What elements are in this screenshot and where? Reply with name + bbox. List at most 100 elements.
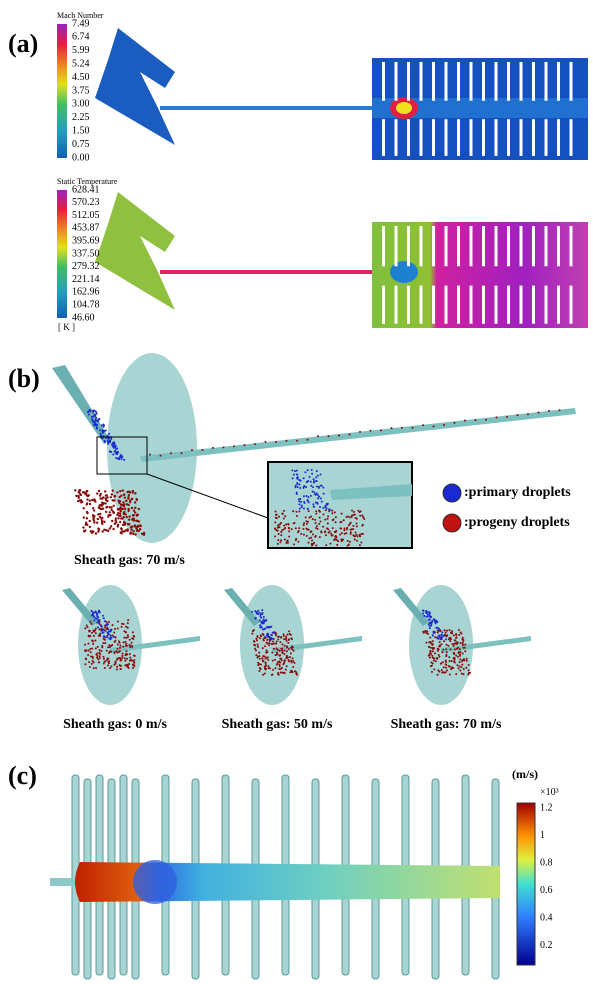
droplet (302, 527, 305, 530)
droplet (87, 634, 90, 637)
droplet (313, 541, 316, 544)
droplet (104, 626, 107, 629)
droplet (305, 534, 308, 537)
droplet (318, 510, 321, 513)
droplet (98, 649, 101, 652)
droplet (256, 645, 259, 648)
droplet (275, 642, 278, 645)
droplet (277, 635, 280, 638)
droplet (261, 659, 264, 662)
droplet (465, 659, 468, 662)
droplet (328, 510, 331, 513)
droplet (315, 470, 318, 473)
droplet (290, 661, 293, 664)
droplet (453, 660, 456, 663)
droplet (265, 649, 268, 652)
droplet (101, 631, 104, 634)
droplet (116, 513, 119, 517)
slot (544, 226, 548, 267)
droplet (438, 641, 441, 644)
droplet (90, 655, 93, 658)
droplet (445, 651, 448, 654)
colorbar-label: 5.99 (72, 45, 90, 56)
droplet (274, 667, 277, 670)
nozzle (62, 588, 98, 626)
droplet (327, 531, 330, 534)
droplet (448, 673, 451, 676)
droplet (259, 663, 262, 666)
droplet (299, 479, 302, 482)
droplet (259, 626, 262, 629)
jet (372, 98, 588, 118)
droplet (431, 662, 434, 665)
droplet (129, 645, 132, 648)
droplet (94, 627, 97, 630)
droplet (436, 647, 439, 650)
colorbar-label: 0.6 (540, 885, 553, 896)
plume (75, 862, 500, 902)
droplet (84, 663, 87, 666)
droplet (270, 638, 273, 641)
droplet (121, 652, 124, 655)
droplet (119, 664, 122, 667)
droplet (278, 649, 281, 652)
droplet (506, 415, 508, 418)
droplet (96, 517, 100, 521)
droplet (135, 525, 139, 529)
slot (494, 285, 498, 324)
droplet (106, 636, 109, 639)
droplet (298, 527, 301, 530)
droplet (457, 667, 460, 670)
droplet (96, 656, 99, 659)
droplet (127, 666, 130, 669)
droplet (282, 517, 285, 520)
colorbar-label: 0.8 (540, 857, 553, 868)
droplet (441, 671, 444, 674)
droplet (314, 522, 317, 525)
droplet (114, 636, 117, 639)
droplet (102, 655, 105, 658)
droplet (95, 410, 98, 413)
droplet (369, 429, 372, 432)
droplet (258, 657, 261, 660)
colorbar-label: 46.60 (72, 312, 95, 323)
droplet (324, 530, 327, 533)
droplet (117, 640, 120, 643)
colorbar-title: Mach Number (57, 11, 104, 20)
colorbar-label: 628.41 (72, 184, 100, 195)
droplet (268, 640, 271, 643)
droplet (361, 514, 364, 517)
droplet (330, 532, 333, 535)
droplet (90, 622, 93, 625)
droplet (310, 542, 313, 545)
droplet (427, 613, 430, 616)
droplet (131, 491, 135, 494)
droplet (97, 489, 101, 493)
droplet (287, 523, 290, 526)
droplet (89, 651, 92, 654)
droplet (352, 534, 355, 537)
droplet (349, 531, 352, 534)
droplet (265, 656, 268, 659)
droplet (312, 478, 315, 481)
droplet (428, 627, 431, 630)
droplet (281, 651, 284, 654)
droplet (104, 502, 107, 505)
droplet (191, 449, 193, 452)
droplet (432, 425, 435, 428)
droplet (264, 667, 267, 670)
droplet (431, 642, 434, 645)
droplet (448, 660, 451, 663)
droplet (276, 662, 279, 665)
droplet (131, 631, 134, 634)
droplet (268, 642, 271, 645)
droplet (281, 529, 284, 532)
slot (494, 119, 498, 156)
slot (432, 62, 435, 101)
droplet (180, 452, 183, 455)
slot (532, 226, 535, 267)
droplet (431, 654, 434, 657)
droplet (277, 660, 280, 663)
droplet (95, 521, 99, 524)
nozzle (393, 588, 429, 626)
